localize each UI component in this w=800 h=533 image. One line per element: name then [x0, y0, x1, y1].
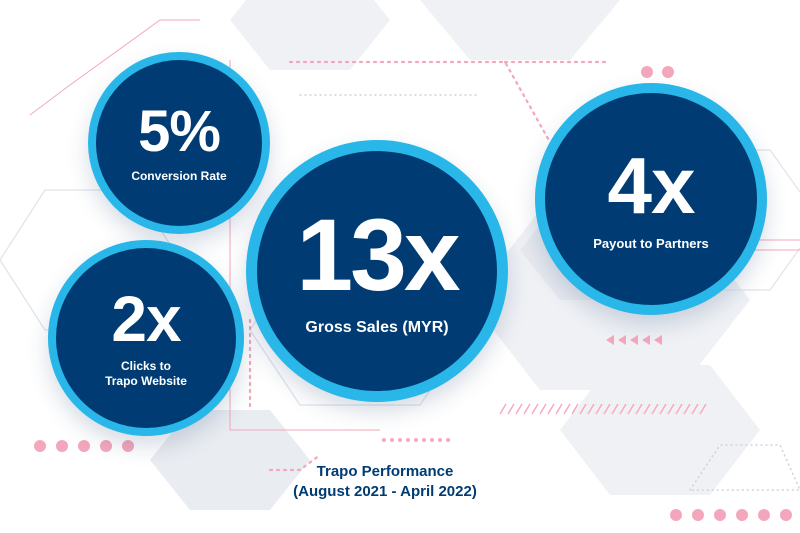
stat-circle: 4x Payout to Partners — [545, 93, 757, 305]
stat-label-line: Trapo Website — [105, 374, 187, 388]
stat-payout-to-partners: 4x Payout to Partners — [535, 83, 767, 315]
stat-label: Gross Sales (MYR) — [305, 319, 449, 336]
caption-period: (August 2021 - April 2022) — [293, 483, 477, 501]
stat-label: Clicks to Trapo Website — [105, 359, 187, 389]
stat-label: Payout to Partners — [593, 235, 709, 251]
stat-value: 13x — [296, 198, 460, 312]
stat-label: Conversion Rate — [131, 168, 227, 183]
stat-gross-sales: 13x Gross Sales (MYR) — [246, 140, 508, 402]
stat-value: 4x — [607, 140, 696, 230]
stat-circle: 5% Conversion Rate — [96, 60, 262, 226]
stat-conversion-rate: 5% Conversion Rate — [88, 52, 270, 234]
stat-label-line: Clicks to — [120, 359, 171, 373]
caption-title: Trapo Performance — [316, 463, 454, 480]
stat-circle: 13x Gross Sales (MYR) — [257, 151, 497, 391]
stat-clicks-to-website: 2x Clicks to Trapo Website — [48, 240, 244, 436]
stat-circle: 2x Clicks to Trapo Website — [56, 248, 236, 428]
stat-value: 5% — [138, 98, 221, 164]
stat-value: 2x — [111, 283, 181, 355]
performance-caption: Trapo Performance (August 2021 - April 2… — [230, 462, 540, 503]
